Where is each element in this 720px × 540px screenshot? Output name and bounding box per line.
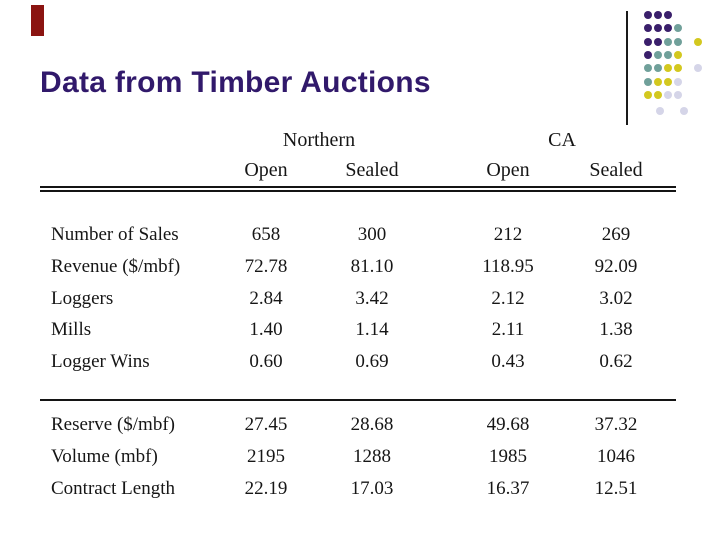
ornament-dot [674, 64, 682, 72]
table-cell: 12.51 [594, 478, 638, 499]
table-cell: 0.60 [249, 351, 283, 372]
column-header: Sealed [589, 159, 643, 181]
table-cell: 1.40 [249, 319, 283, 340]
ornament-dot [680, 107, 688, 115]
ornament-dot [654, 78, 662, 86]
ornament-dot [654, 38, 662, 46]
ornament-dot [644, 51, 652, 59]
group-header-northern: Northern [282, 129, 356, 151]
table-cell: 92.09 [594, 256, 638, 277]
table-cell: 0.43 [491, 351, 525, 372]
table-cell: 2.84 [249, 288, 283, 309]
group-header-ca: CA [548, 129, 576, 151]
ornament-dot [644, 64, 652, 72]
table-cell: 81.10 [350, 256, 394, 277]
ornament-dot [654, 24, 662, 32]
ornament-dot [664, 11, 672, 19]
table-cell: 16.37 [486, 478, 530, 499]
table-cell: 300 [357, 224, 387, 245]
ornament-dot [674, 51, 682, 59]
ornament-dot [664, 78, 672, 86]
table-cell: 1.38 [599, 319, 633, 340]
row-label: Revenue ($/mbf) [51, 256, 181, 277]
row-label: Logger Wins [51, 351, 150, 372]
table-cell: 269 [601, 224, 631, 245]
ornament-dot [664, 91, 672, 99]
accent-bar [31, 5, 44, 36]
ornament-dot [674, 24, 682, 32]
table-cell: 0.62 [599, 351, 633, 372]
table-cell: 658 [251, 224, 281, 245]
table-cell: 49.68 [486, 414, 530, 435]
table-cell: 1288 [353, 446, 391, 467]
table-cell: 1.14 [355, 319, 389, 340]
row-label: Mills [51, 319, 92, 340]
header-double-rule [40, 186, 676, 192]
ornament-dot [664, 51, 672, 59]
ornament-dot [656, 107, 664, 115]
ornament-dot [654, 64, 662, 72]
row-label: Number of Sales [51, 224, 179, 245]
table-cell: 2195 [247, 446, 285, 467]
table-cell: 27.45 [244, 414, 288, 435]
table-cell: 2.11 [491, 319, 525, 340]
table-cell: 37.32 [594, 414, 638, 435]
ornament-dot [644, 11, 652, 19]
column-header: Open [486, 159, 530, 181]
column-header: Open [244, 159, 288, 181]
table-cell: 22.19 [244, 478, 288, 499]
ornament-dot [654, 11, 662, 19]
row-label: Loggers [51, 288, 114, 309]
ornament-dot [694, 64, 702, 72]
ornament-dot [674, 91, 682, 99]
table-cell: 212 [493, 224, 523, 245]
ornament-dot [664, 64, 672, 72]
table-cell: 3.42 [355, 288, 389, 309]
ornament-dot [664, 38, 672, 46]
row-label: Volume (mbf) [51, 446, 158, 467]
slide-title: Data from Timber Auctions [40, 66, 431, 99]
table-cell: 1985 [489, 446, 527, 467]
ornament-dot [644, 38, 652, 46]
ornament-vertical-line [626, 11, 628, 125]
column-header: Sealed [345, 159, 399, 181]
table-cell: 28.68 [350, 414, 394, 435]
table-cell: 17.03 [350, 478, 394, 499]
section-divider-rule [40, 399, 676, 401]
table-cell: 1046 [597, 446, 635, 467]
ornament-dot [644, 91, 652, 99]
ornament-dot [654, 51, 662, 59]
ornament-dot [644, 24, 652, 32]
table-cell: 2.12 [491, 288, 525, 309]
table-cell: 3.02 [599, 288, 633, 309]
table-cell: 118.95 [482, 256, 534, 277]
ornament-dot [664, 24, 672, 32]
ornament-dot [674, 38, 682, 46]
table-cell: 0.69 [355, 351, 389, 372]
row-label: Contract Length [51, 478, 175, 499]
ornament-dot [654, 91, 662, 99]
ornament-dot [644, 78, 652, 86]
ornament-dot [694, 38, 702, 46]
table-cell: 72.78 [244, 256, 288, 277]
row-label: Reserve ($/mbf) [51, 414, 175, 435]
ornament-dot [674, 78, 682, 86]
